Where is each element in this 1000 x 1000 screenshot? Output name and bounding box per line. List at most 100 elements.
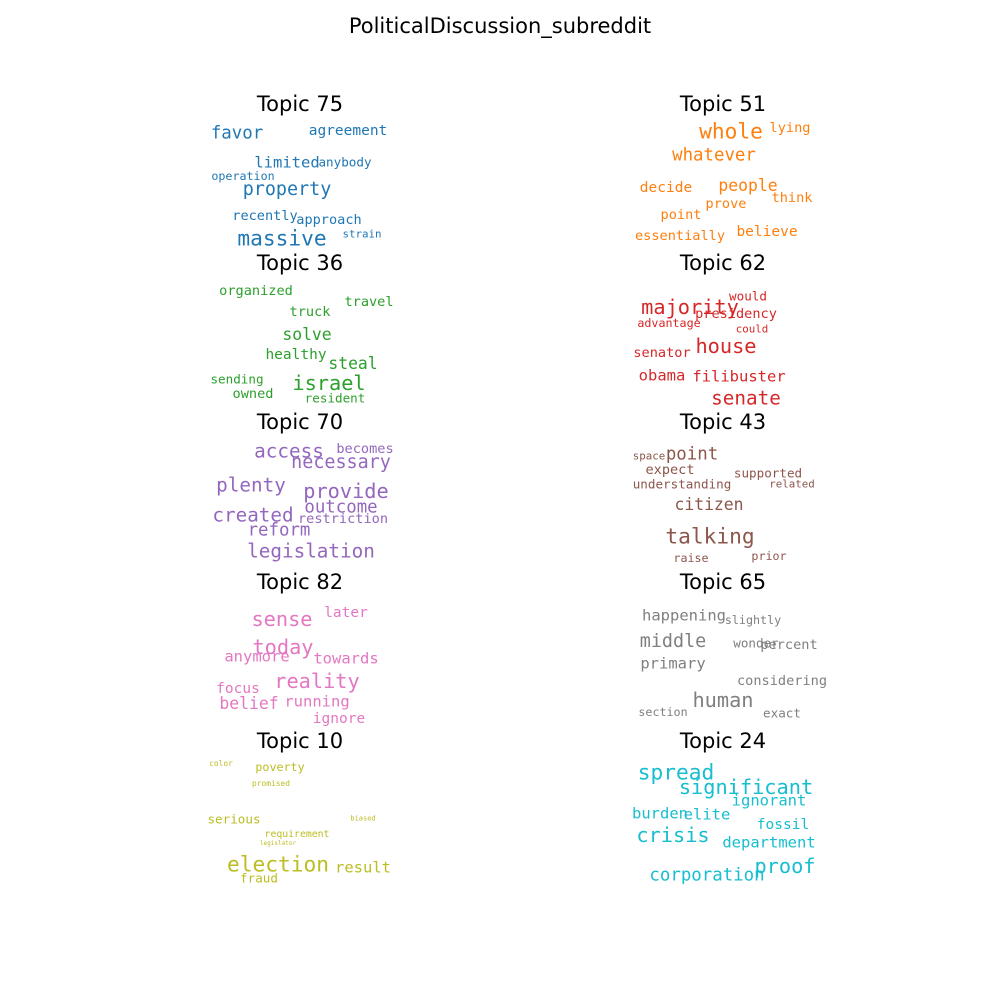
cloud-word: understanding	[632, 476, 732, 492]
cloud-word: corporation	[649, 865, 765, 886]
topic-title: Topic 36	[256, 251, 344, 275]
cloud-word: necessary	[291, 451, 391, 473]
cloud-word: advantage	[637, 316, 701, 331]
cloud-word: considering	[736, 673, 828, 690]
cloud-word: plenty	[216, 473, 286, 497]
cloud-word: reform	[247, 520, 311, 541]
cloud-word: travel	[344, 294, 394, 311]
cloud-word: human	[692, 687, 754, 712]
cloud-word: favor	[210, 123, 264, 144]
cloud-word: burden	[632, 804, 688, 823]
cloud-word: people	[718, 175, 778, 195]
cloud-word: agreement	[308, 122, 388, 139]
cloud-word: elite	[683, 805, 731, 824]
cloud-word: could	[735, 322, 769, 336]
cloud-word: outcome	[304, 497, 378, 518]
cloud-word: healthy	[265, 346, 327, 363]
cloud-word: space	[632, 449, 666, 463]
cloud-word: belief	[219, 693, 279, 713]
cloud-word: spread	[637, 759, 715, 785]
cloud-word: point	[660, 207, 702, 224]
cloud-word: legislator	[259, 840, 297, 847]
cloud-word: raise	[673, 551, 709, 566]
topic-title: Topic 70	[256, 410, 344, 434]
cloud-word: sending	[210, 371, 264, 387]
topic-title: Topic 75	[256, 92, 344, 116]
cloud-word: steal	[328, 353, 378, 373]
cloud-word: massive	[237, 225, 327, 251]
cloud-word: essentially	[634, 228, 726, 245]
page-title: PoliticalDiscussion_subreddit	[348, 14, 652, 38]
cloud-word: anymore	[224, 647, 290, 666]
cloud-word: obama	[638, 366, 686, 385]
cloud-word: approach	[296, 212, 362, 229]
topic-title: Topic 62	[679, 251, 767, 275]
cloud-word: anybody	[318, 154, 372, 170]
cloud-word: filibuster	[692, 367, 786, 386]
cloud-word: strain	[342, 227, 382, 241]
cloud-word: significant	[678, 774, 814, 799]
cloud-word: fraud	[240, 870, 278, 886]
cloud-word: happening	[642, 606, 726, 625]
topic-title: Topic 65	[679, 570, 767, 594]
cloud-word: solve	[282, 324, 332, 344]
cloud-word: israel	[292, 370, 366, 395]
cloud-word: color	[209, 759, 233, 769]
cloud-word: lying	[769, 120, 811, 137]
cloud-word: majority	[641, 294, 739, 319]
cloud-word: ignore	[312, 710, 366, 727]
cloud-word: decide	[639, 179, 693, 196]
cloud-word: result	[335, 858, 391, 877]
cloud-word: provide	[303, 478, 389, 503]
cloud-word: reality	[274, 668, 360, 693]
cloud-word: truck	[289, 304, 331, 321]
cloud-word: crisis	[636, 822, 710, 847]
cloud-word: serious	[207, 811, 261, 827]
topic-panel-7: Topic 65 happening slightly middle wonder per…	[623, 570, 827, 730]
cloud-word: point	[665, 444, 719, 465]
topic-panel-1: Topic 51 whole lying whatever decide people pr…	[623, 92, 823, 252]
cloud-word: presidency	[695, 306, 777, 323]
cloud-word: whole	[699, 118, 763, 144]
topic-title: Topic 24	[679, 729, 767, 753]
cloud-word: later	[324, 604, 368, 621]
cloud-word: property	[242, 178, 332, 200]
cloud-word: ignorant	[731, 791, 807, 810]
topic-title: Topic 51	[679, 92, 767, 116]
cloud-word: limited	[254, 153, 320, 172]
cloud-word: operation	[211, 169, 275, 184]
cloud-word: prove	[705, 196, 747, 213]
cloud-word: related	[769, 477, 815, 491]
cloud-word: organized	[219, 283, 293, 300]
cloud-word: owned	[232, 386, 274, 403]
cloud-word: senate	[711, 386, 781, 410]
cloud-word: created	[212, 503, 294, 527]
topic-panel-6: Topic 82 sense later today anymore towards rea…	[200, 570, 400, 730]
cloud-word: poverty	[255, 760, 305, 775]
cloud-word: towards	[313, 649, 379, 668]
topic-panel-4: Topic 70 access becomes necessary plenty prov…	[200, 410, 400, 570]
cloud-word: senator	[633, 345, 691, 362]
cloud-word: talking	[665, 523, 755, 549]
topic-panel-8: Topic 10 color poverty promised serious biase…	[200, 729, 400, 889]
cloud-word: becomes	[336, 441, 394, 458]
cloud-word: expect	[645, 462, 695, 479]
cloud-word: proof	[754, 853, 816, 878]
cloud-word: section	[638, 705, 688, 720]
cloud-word: house	[695, 333, 757, 358]
cloud-word: recently	[232, 208, 298, 225]
cloud-word: fossil	[756, 816, 810, 833]
cloud-word: department	[722, 833, 816, 852]
cloud-word: whatever	[672, 145, 756, 166]
topic-panel-3: Topic 62 majority would presidency advantage…	[623, 251, 823, 411]
cloud-word: election	[226, 851, 330, 877]
cloud-word: exact	[763, 705, 801, 721]
cloud-word: prior	[751, 549, 787, 564]
cloud-word: citizen	[674, 494, 744, 514]
cloud-word: wonder	[733, 635, 779, 651]
cloud-word: requirement	[264, 829, 330, 841]
cloud-word: percent	[760, 637, 818, 654]
cloud-word: resident	[304, 390, 366, 406]
cloud-word: access	[254, 439, 324, 463]
cloud-word: believe	[736, 223, 798, 240]
